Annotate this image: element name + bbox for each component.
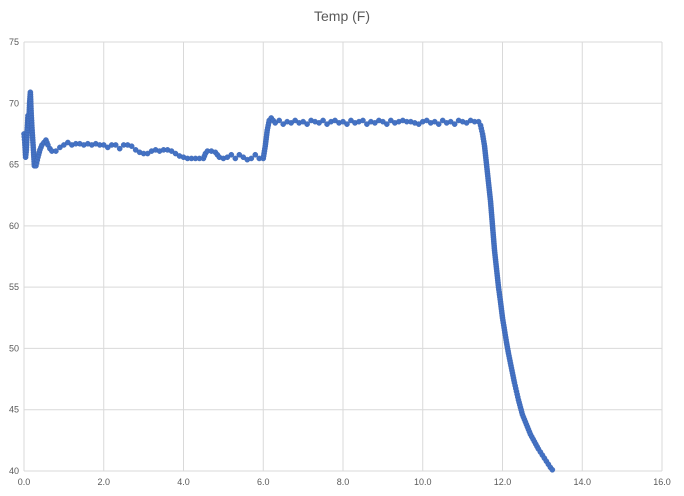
data-point [423,117,430,124]
data-point [132,147,139,153]
data-point [236,151,243,158]
data-point [451,121,458,127]
chart-title: Temp (F) [314,8,370,24]
y-tick-label: 70 [9,98,19,108]
x-tick-label: 12.0 [494,477,512,487]
data-point [276,117,283,124]
data-point [431,118,438,125]
data-point [144,150,151,157]
data-point [340,118,346,125]
data-point [344,121,350,127]
data-point [332,117,338,124]
data-point [348,117,354,124]
data-point [272,120,279,126]
data-point [252,151,259,158]
data-point [384,121,390,127]
y-tick-label: 60 [9,221,19,231]
data-point [112,142,119,148]
data-point [104,144,111,151]
data-point [100,142,107,148]
data-point [447,118,454,125]
data-point [288,120,294,126]
data-point [380,118,386,125]
data-point [224,154,231,161]
data-point [300,118,306,125]
data-point [439,117,446,124]
x-tick-label: 4.0 [177,477,190,487]
data-point [320,117,326,124]
data-point [415,121,422,127]
y-tick-label: 45 [9,405,19,415]
data-point [360,117,366,124]
data-point [232,155,239,162]
y-tick-label: 65 [9,160,19,170]
data-point [372,120,378,126]
data-point [549,466,556,473]
data-point [292,117,298,124]
x-tick-label: 0.0 [18,477,31,487]
data-point [364,121,370,127]
data-point [388,117,394,124]
data-point [240,154,247,161]
data-point [172,150,179,157]
x-tick-label: 10.0 [414,477,432,487]
y-tick-label: 40 [9,466,19,476]
data-point [57,144,63,151]
data-point [316,120,322,126]
data-point [228,151,235,158]
data-point [128,143,135,149]
data-point [463,120,470,126]
data-point [435,121,442,127]
data-point [61,142,67,148]
data-point [168,148,175,154]
data-point [65,139,71,146]
x-tick-label: 2.0 [97,477,110,487]
y-tick-label: 50 [9,343,19,353]
y-tick-label: 55 [9,282,19,292]
data-point [53,148,59,154]
data-point [304,121,310,127]
data-point [248,155,255,162]
data-point [280,121,286,127]
data-point [116,145,123,152]
y-tick-label: 75 [9,37,19,47]
x-tick-label: 16.0 [653,477,671,487]
x-tick-label: 8.0 [337,477,350,487]
data-point [324,121,330,127]
x-tick-label: 14.0 [573,477,591,487]
x-tick-label: 6.0 [257,477,270,487]
